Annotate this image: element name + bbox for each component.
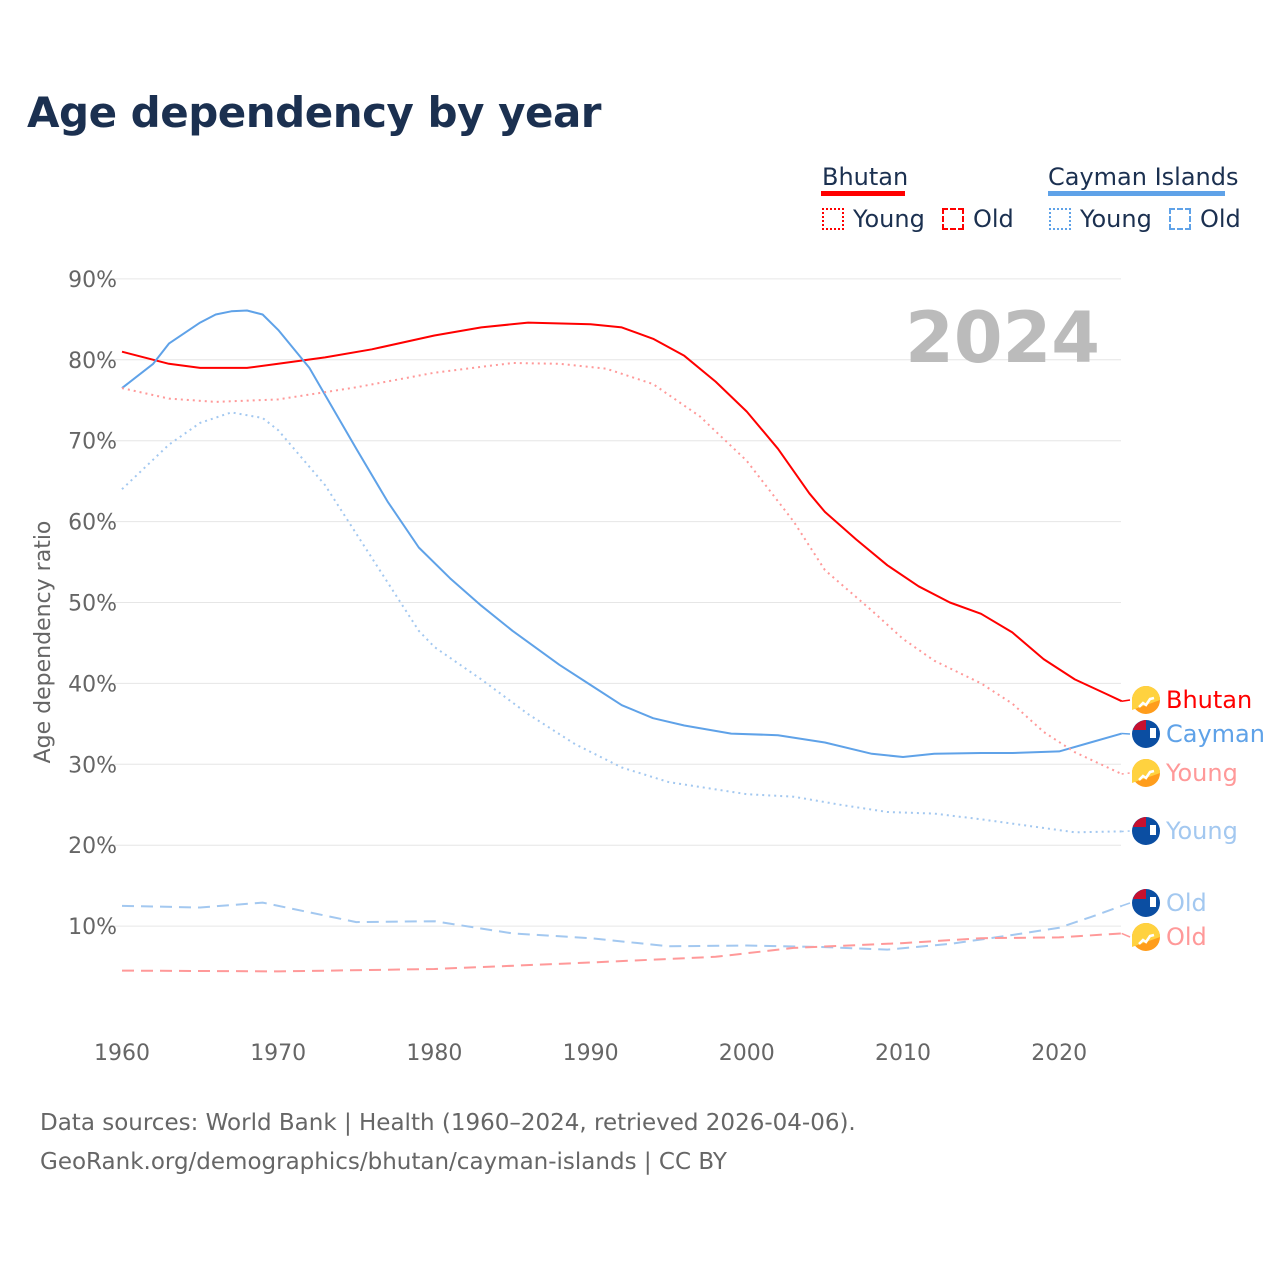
- legend-dotted-swatch: [822, 208, 844, 230]
- legend-dotted-swatch: [1049, 208, 1071, 230]
- series-line-bhutan-young: [121, 362, 1123, 775]
- y-tick-label: 70%: [68, 430, 117, 455]
- legend-bhutan-old: Old: [973, 205, 1014, 233]
- y-tick-label: 10%: [68, 915, 117, 940]
- bhutan-flag-icon: [1132, 759, 1160, 787]
- legend-cayman: Cayman Islands: [1048, 163, 1239, 191]
- y-tick-label: 30%: [68, 753, 117, 778]
- source-line-1: Data sources: World Bank | Health (1960–…: [40, 1110, 856, 1136]
- union-jack: [1133, 720, 1146, 730]
- series-line-cayman-islands-young: [121, 411, 1122, 834]
- end-label: Young: [1165, 817, 1238, 845]
- x-tick-label: 2000: [719, 1041, 775, 1066]
- cayman-flag-icon: [1132, 817, 1160, 845]
- flag-upper: [1132, 686, 1160, 710]
- label-connector: [1121, 902, 1131, 907]
- x-tick-label: 1970: [250, 1041, 306, 1066]
- legend-cayman-bar: [1048, 191, 1225, 196]
- legend-cayman-old: Old: [1200, 205, 1241, 233]
- series-line-bhutan: [121, 321, 1123, 703]
- y-tick-label: 80%: [68, 349, 117, 374]
- legend-dashed-swatch: [942, 208, 964, 230]
- dragon-mark: [1138, 933, 1155, 945]
- legend-bhutan: Bhutan: [822, 163, 909, 191]
- end-label: Young: [1165, 759, 1238, 787]
- chart-title: Age dependency by year: [27, 88, 602, 137]
- y-tick-label: 60%: [68, 511, 117, 536]
- end-label: Bhutan: [1166, 686, 1252, 714]
- label-connector: [1121, 699, 1131, 702]
- label-connector: [1121, 932, 1131, 938]
- y-tick-label: 90%: [68, 268, 117, 293]
- bhutan-flag-icon: [1132, 686, 1160, 714]
- legend-bhutan-young: Young: [853, 205, 925, 233]
- flag-upper: [1132, 923, 1160, 947]
- flag-upper: [1132, 759, 1160, 783]
- x-tick-label: 1980: [406, 1041, 462, 1066]
- label-connector: [1121, 772, 1131, 775]
- dragon-mark: [1138, 769, 1155, 781]
- series-line-bhutan-old: [121, 932, 1122, 973]
- x-tick-label: 1960: [94, 1041, 150, 1066]
- legend-dashed-swatch: [1169, 208, 1191, 230]
- x-tick-label: 1990: [563, 1041, 619, 1066]
- cayman-flag-icon: [1132, 889, 1160, 917]
- y-axis-label: Age dependency ratio: [31, 521, 56, 764]
- legend-cayman-young: Young: [1080, 205, 1152, 233]
- end-label: Old: [1166, 923, 1207, 951]
- coat-of-arms: [1150, 897, 1156, 907]
- union-jack: [1133, 817, 1146, 827]
- x-tick-label: 2020: [1031, 1041, 1087, 1066]
- coat-of-arms: [1150, 825, 1156, 835]
- cayman-flag-icon: [1132, 720, 1160, 748]
- y-tick-label: 20%: [68, 834, 117, 859]
- coat-of-arms: [1150, 728, 1156, 738]
- series-line-cayman-islands: [121, 309, 1122, 758]
- y-tick-label: 50%: [68, 592, 117, 617]
- union-jack: [1133, 889, 1146, 899]
- legend-bhutan-bar: [821, 191, 905, 196]
- y-tick-label: 40%: [68, 672, 117, 697]
- year-watermark: 2024: [905, 297, 1100, 379]
- bhutan-flag-icon: [1132, 923, 1160, 951]
- source-line-2: GeoRank.org/demographics/bhutan/cayman-i…: [40, 1149, 727, 1175]
- series-line-cayman-islands-old: [121, 901, 1123, 951]
- end-label: Cayman: [1166, 720, 1265, 748]
- end-label: Old: [1166, 889, 1207, 917]
- dragon-mark: [1138, 696, 1155, 708]
- x-tick-label: 2010: [875, 1041, 931, 1066]
